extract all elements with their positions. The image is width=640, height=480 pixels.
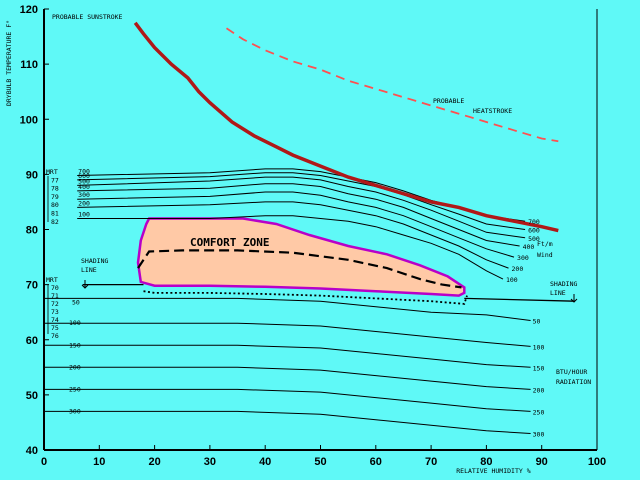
wind-curve-start-label: 400 bbox=[78, 183, 90, 191]
wind-curve bbox=[77, 191, 515, 258]
radiation-mrt-label: 74 bbox=[51, 316, 59, 324]
radiation-curve-start-label: 300 bbox=[69, 407, 81, 415]
shading-line-right bbox=[464, 297, 575, 302]
y-tick-label: 100 bbox=[20, 114, 38, 126]
wind-curve-start-label: 500 bbox=[78, 177, 90, 185]
radiation-name-label: RADIATION bbox=[556, 378, 591, 386]
y-axis-title: DRYBULB TEMPERATURE F° bbox=[5, 20, 13, 106]
radiation-curve-start-label: 250 bbox=[69, 385, 81, 393]
x-tick-label: 20 bbox=[148, 456, 160, 468]
y-tick-label: 80 bbox=[26, 225, 38, 237]
radiation-curve-label: 100 bbox=[533, 343, 545, 351]
wind-curve bbox=[77, 183, 520, 247]
y-tick-label: 110 bbox=[20, 59, 38, 71]
shading-label-right-2: LINE bbox=[550, 289, 566, 297]
radiation-mrt-label: 72 bbox=[51, 300, 59, 308]
y-tick-label: 40 bbox=[26, 445, 38, 457]
radiation-mrt-label: 71 bbox=[51, 292, 59, 300]
wind-mrt-label: 78 bbox=[51, 185, 59, 193]
y-tick-label: 90 bbox=[26, 169, 38, 181]
y-tick-label: 120 bbox=[20, 4, 38, 16]
x-tick-label: 80 bbox=[480, 456, 492, 468]
wind-curve-label: 500 bbox=[528, 235, 540, 243]
radiation-curve bbox=[44, 322, 531, 347]
wind-curve bbox=[77, 172, 526, 230]
radiation-mrt-label: 73 bbox=[51, 308, 59, 316]
y-tick-label: 70 bbox=[26, 280, 38, 292]
radiation-curve bbox=[44, 366, 531, 390]
heatstroke-label-1: PROBABLE bbox=[433, 97, 464, 105]
lower-boundary-line bbox=[143, 290, 468, 305]
radiation-curve bbox=[44, 297, 531, 321]
x-tick-label: 90 bbox=[536, 456, 548, 468]
radiation-mrt-label: 75 bbox=[51, 324, 59, 332]
wind-mrt-label: 82 bbox=[51, 218, 59, 226]
wind-mrt-label: 81 bbox=[51, 210, 59, 218]
wind-curve bbox=[77, 201, 509, 269]
radiation-curve bbox=[44, 344, 531, 368]
x-tick-label: 70 bbox=[425, 456, 437, 468]
radiation-curve-start-label: 100 bbox=[69, 319, 81, 327]
wind-curve-start-label: 100 bbox=[78, 210, 90, 218]
y-tick-label: 50 bbox=[26, 390, 38, 402]
comfort-zone-label: COMFORT ZONE bbox=[190, 236, 269, 249]
wind-curve bbox=[77, 176, 526, 239]
radiation-curve-start-label: 50 bbox=[72, 298, 80, 306]
shading-label-right-1: SHADING bbox=[550, 280, 577, 288]
x-tick-label: 40 bbox=[259, 456, 271, 468]
wind-mrt-label: 80 bbox=[51, 201, 59, 209]
wind-name-label: Wind bbox=[537, 251, 553, 259]
sunstroke-line bbox=[133, 21, 559, 233]
heatstroke-label-2: HEATSTROKE bbox=[473, 107, 512, 115]
wind-curve-start-label: 700 bbox=[78, 167, 90, 175]
comfort-zone-area bbox=[136, 217, 466, 297]
wind-curve-label: 300 bbox=[517, 254, 529, 262]
x-tick-label: 0 bbox=[41, 456, 47, 468]
x-tick-label: 60 bbox=[370, 456, 382, 468]
radiation-mrt-label: 76 bbox=[51, 332, 59, 340]
x-axis-title: RELATIVE HUMIDITY % bbox=[456, 467, 530, 475]
radiation-curve-label: 50 bbox=[533, 317, 541, 325]
x-tick-label: 30 bbox=[204, 456, 216, 468]
wind-curve bbox=[77, 215, 504, 280]
shading-arrow-left bbox=[81, 280, 89, 289]
wind-mrt-label: MRT bbox=[46, 168, 58, 176]
winter-boundary-line bbox=[137, 249, 462, 289]
wind-units-label: Ft/m bbox=[537, 240, 553, 248]
radiation-curve bbox=[44, 410, 531, 434]
radiation-curve-label: 150 bbox=[533, 364, 545, 372]
wind-mrt-label: 77 bbox=[51, 176, 59, 184]
radiation-curve bbox=[44, 388, 531, 412]
shading-label-left-2: LINE bbox=[81, 266, 97, 274]
x-tick-label: 100 bbox=[588, 456, 606, 468]
wind-curve-start-label: 600 bbox=[78, 172, 90, 180]
wind-curve-label: 600 bbox=[528, 227, 540, 235]
radiation-mrt-label: 70 bbox=[51, 284, 59, 292]
radiation-curve-label: 250 bbox=[533, 408, 545, 416]
shading-arrow-right bbox=[570, 294, 578, 303]
radiation-curve-label: 200 bbox=[533, 386, 545, 394]
x-tick-label: 10 bbox=[93, 456, 105, 468]
wind-curve-start-label: 300 bbox=[78, 191, 90, 199]
radiation-curve-label: 300 bbox=[533, 430, 545, 438]
wind-curve-label: 200 bbox=[512, 265, 524, 273]
radiation-mrt-label: MRT bbox=[46, 276, 58, 284]
y-tick-label: 60 bbox=[26, 335, 38, 347]
radiation-curve-start-label: 150 bbox=[69, 341, 81, 349]
wind-curve-label: 700 bbox=[528, 218, 540, 226]
wind-mrt-label: 79 bbox=[51, 193, 59, 201]
radiation-units-label: BTU/HOUR bbox=[556, 368, 587, 376]
shading-label-left-1: SHADING bbox=[81, 257, 108, 265]
sunstroke-label: PROBABLE SUNSTROKE bbox=[52, 13, 123, 21]
radiation-curve-start-label: 200 bbox=[69, 363, 81, 371]
wind-curve-label: 400 bbox=[523, 243, 535, 251]
heatstroke-line bbox=[226, 27, 559, 143]
wind-curve-start-label: 200 bbox=[78, 199, 90, 207]
x-tick-label: 50 bbox=[314, 456, 326, 468]
wind-curve-label: 100 bbox=[506, 276, 518, 284]
